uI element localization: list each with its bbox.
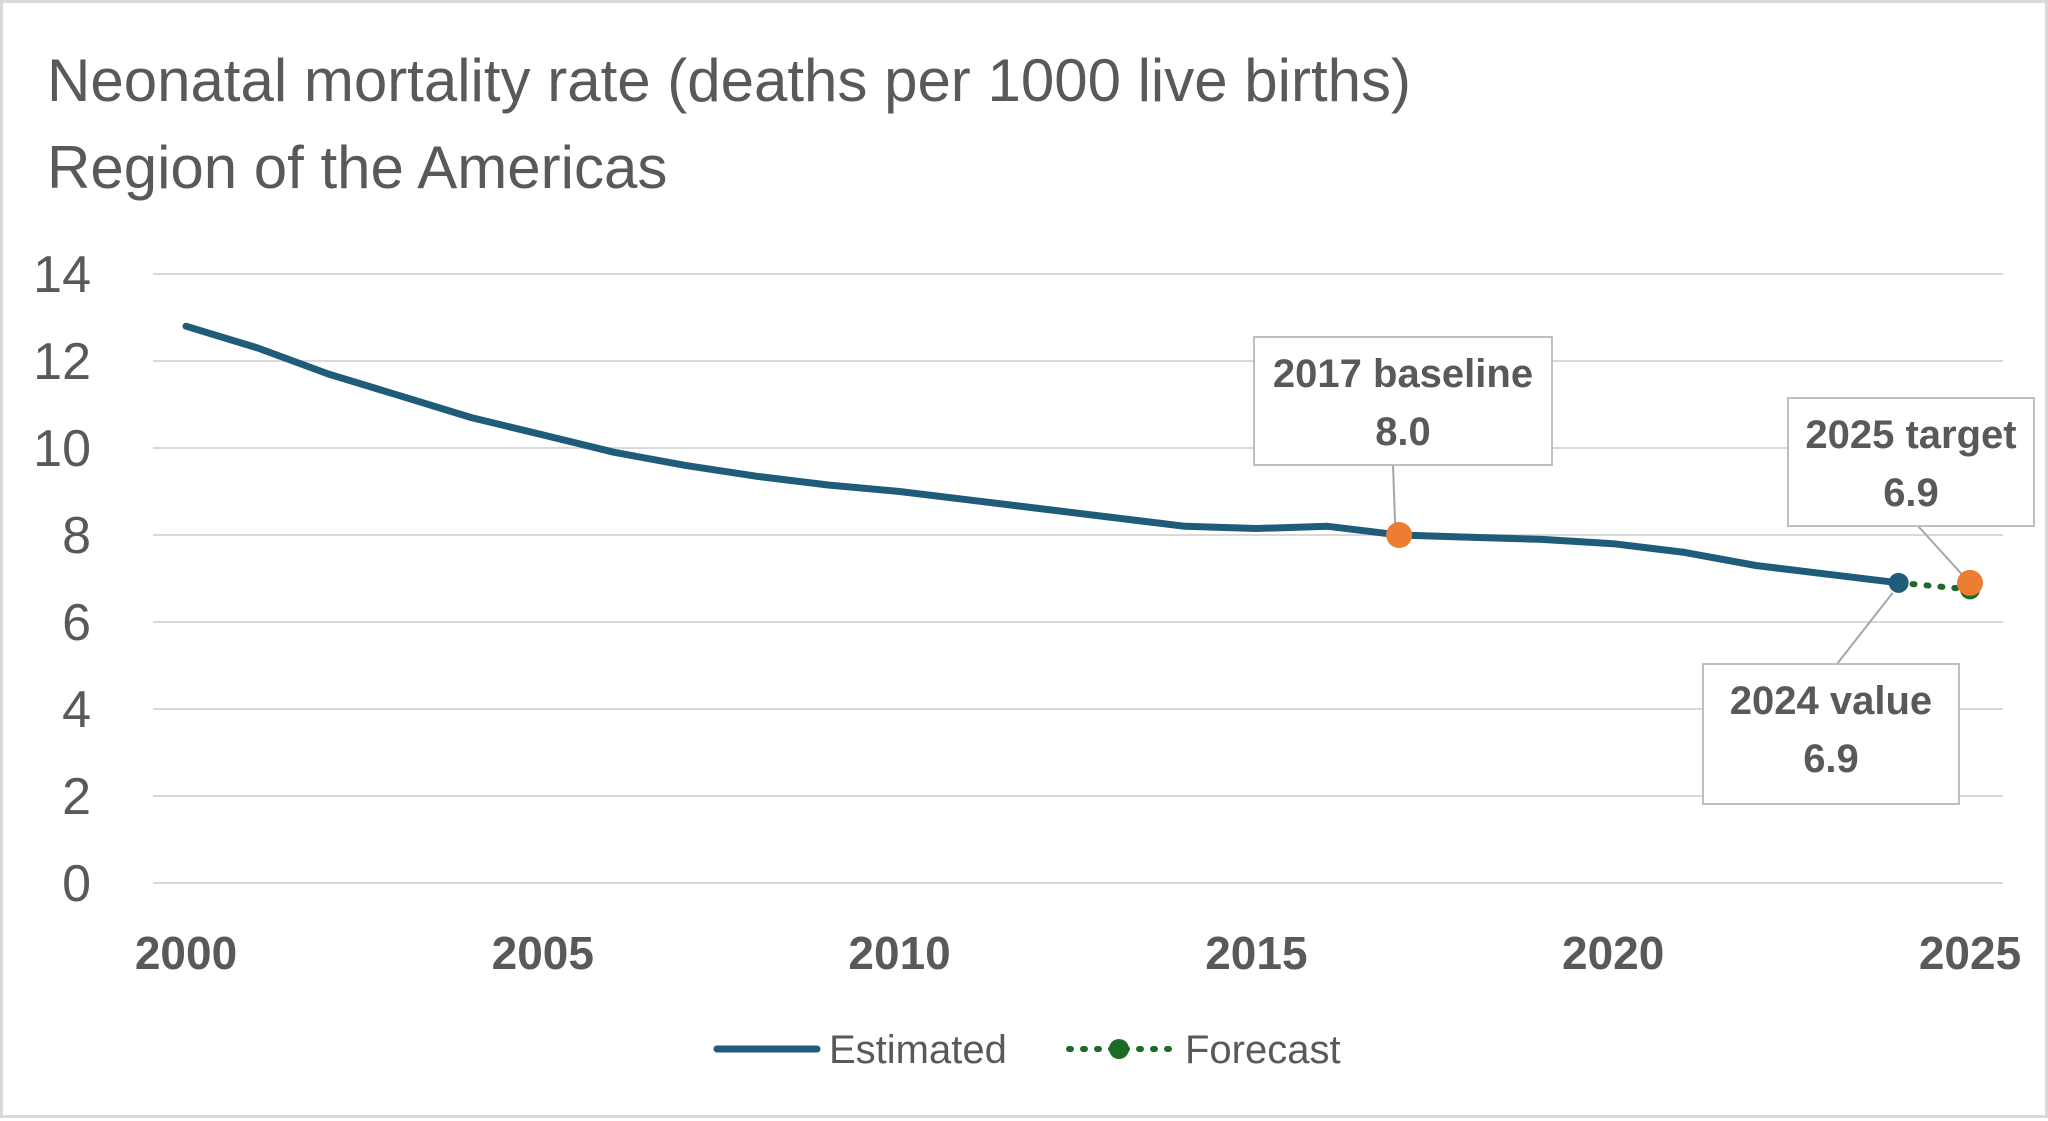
y-tick-label: 6 xyxy=(62,594,91,652)
x-tick-label: 2015 xyxy=(1205,927,1307,979)
annotation-label: 2024 value xyxy=(1730,679,1932,723)
annotation-label: 2025 target xyxy=(1805,413,2016,457)
x-tick-label: 2010 xyxy=(848,927,950,979)
y-tick-label: 4 xyxy=(62,681,91,739)
y-tick-label: 12 xyxy=(33,333,91,391)
leader-line xyxy=(1392,464,1397,526)
x-axis-ticks: 2000 2005 2010 2015 2020 2025 xyxy=(135,927,2021,979)
legend-marker-forecast xyxy=(1109,1039,1129,1059)
legend-label-forecast: Forecast xyxy=(1185,1028,1341,1072)
series-line-forecast xyxy=(1895,579,1973,593)
annotation-marker xyxy=(1888,572,1909,593)
annotation-marker xyxy=(1386,522,1413,548)
series-layer xyxy=(182,322,1980,600)
y-tick-label: 2 xyxy=(62,768,91,826)
x-tick-label: 2020 xyxy=(1562,927,1664,979)
y-tick-label: 8 xyxy=(62,507,91,565)
chart-title: Neonatal mortality rate (deaths per 1000… xyxy=(47,47,1411,114)
y-axis-ticks: 0 2 4 6 8 10 12 14 xyxy=(33,246,91,913)
annotation-box xyxy=(1702,663,1960,805)
x-tick-label: 2000 xyxy=(135,927,237,979)
annotation-box xyxy=(1253,336,1553,466)
annotation-value: 6.9 xyxy=(1883,471,1939,515)
leader-line xyxy=(1917,525,1967,580)
annotation-box xyxy=(1787,397,2035,527)
y-tick-label: 14 xyxy=(33,246,91,304)
series-line-estimated xyxy=(182,322,1903,587)
annotation-value: 6.9 xyxy=(1803,737,1859,781)
gridlines xyxy=(153,273,2003,884)
chart-canvas: Neonatal mortality rate (deaths per 1000… xyxy=(33,47,2035,1072)
annotation-value: 8.0 xyxy=(1375,410,1431,454)
legend: Estimated Forecast xyxy=(713,1028,1341,1072)
annotation-marker xyxy=(1957,569,1983,596)
legend-label-estimated: Estimated xyxy=(829,1028,1007,1072)
chart-subtitle: Region of the Americas xyxy=(47,134,667,201)
annotation-label: 2017 baseline xyxy=(1273,352,1533,396)
x-tick-label: 2005 xyxy=(492,927,594,979)
y-tick-label: 0 xyxy=(62,855,91,913)
leader-line xyxy=(1836,592,1894,665)
x-tick-label: 2025 xyxy=(1919,927,2021,979)
y-tick-label: 10 xyxy=(33,420,91,478)
annotation-layer: 2017 baseline 8.0 2025 target 6.9 2024 value… xyxy=(1253,336,2035,805)
